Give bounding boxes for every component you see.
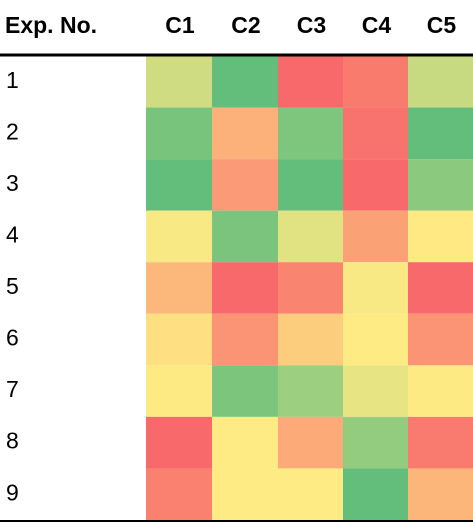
heat-cell: [343, 416, 408, 469]
row-label: 1: [6, 67, 19, 93]
header-cell: Exp. No.: [5, 12, 97, 38]
heat-cell: [408, 210, 473, 263]
heat-cell: [146, 210, 212, 263]
heat-cell: [408, 313, 473, 366]
row-label: 7: [6, 376, 19, 402]
heat-cell: [278, 262, 343, 314]
heat-cell: [343, 107, 408, 160]
header-cell: C4: [362, 12, 392, 38]
heat-cell: [146, 107, 212, 160]
heat-cell: [146, 56, 212, 108]
heat-cell: [278, 313, 343, 366]
heat-cell: [278, 107, 343, 160]
heat-cell: [343, 210, 408, 263]
heat-cell: [343, 313, 408, 366]
header-cell: C2: [231, 12, 260, 38]
heat-cell: [212, 210, 278, 263]
row-label: 8: [6, 428, 19, 454]
heat-cell: [146, 313, 212, 366]
row-label: 4: [6, 222, 19, 248]
heat-cell: [146, 262, 212, 314]
header-cell: C3: [297, 12, 326, 38]
heat-cell: [408, 365, 473, 417]
heat-cell: [408, 416, 473, 469]
row-label: 9: [6, 479, 19, 505]
heat-cell: [212, 107, 278, 160]
heat-cell: [408, 159, 473, 211]
heat-cell: [343, 468, 408, 520]
heat-cell: [212, 159, 278, 211]
heat-cell: [278, 159, 343, 211]
heat-cell: [278, 468, 343, 520]
heat-cell: [212, 262, 278, 314]
header-cell: C1: [165, 12, 195, 38]
heat-cell: [146, 365, 212, 417]
heat-cell: [212, 468, 278, 520]
header-cell: C5: [427, 12, 457, 38]
row-label: 2: [6, 118, 19, 144]
heat-cell: [212, 56, 278, 108]
row-label: 5: [6, 273, 19, 299]
heat-cell: [343, 262, 408, 314]
heat-cell: [212, 416, 278, 469]
heat-cell: [343, 56, 408, 108]
heat-cell: [343, 159, 408, 211]
heat-cell: [408, 468, 473, 520]
heat-cell: [278, 416, 343, 469]
heat-cell: [278, 210, 343, 263]
heat-cell: [212, 313, 278, 366]
row-label: 3: [6, 170, 19, 196]
heat-cell: [408, 262, 473, 314]
heat-cell: [146, 468, 212, 520]
heat-cell: [146, 159, 212, 211]
heat-cell: [278, 56, 343, 108]
heat-cell: [343, 365, 408, 417]
heat-cell: [408, 56, 473, 108]
row-label: 6: [6, 325, 19, 351]
heat-cell: [212, 365, 278, 417]
heat-cell: [278, 365, 343, 417]
heat-cell: [146, 416, 212, 469]
heat-cell: [408, 107, 473, 160]
